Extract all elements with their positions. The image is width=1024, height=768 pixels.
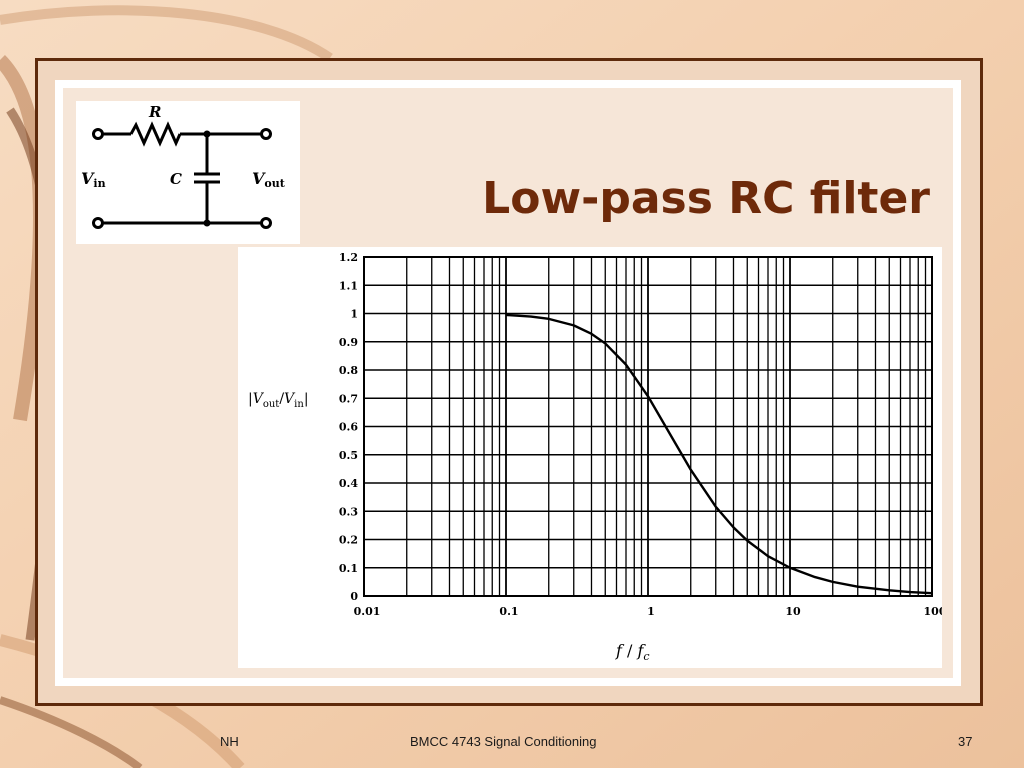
output-terminal-bottom <box>260 217 272 229</box>
y-tick-label: 0.8 <box>339 364 358 377</box>
resistor-label: R <box>148 103 161 121</box>
x-tick-label: 0.01 <box>354 605 381 618</box>
y-tick-label: 0.7 <box>339 392 358 405</box>
chart-series <box>505 313 933 595</box>
y-tick-label: 0.4 <box>339 477 358 490</box>
capacitor-label: C <box>170 170 182 188</box>
y-tick-label: 0.5 <box>339 449 358 462</box>
x-tick-labels: 0.01 0.1 1 10 100 <box>354 605 942 618</box>
slide-title: Low-pass RC filter <box>482 173 930 224</box>
magnitude-response-curve <box>505 313 933 595</box>
footer-course: BMCC 4743 Signal Conditioning <box>410 734 597 749</box>
y-tick-label: 0.3 <box>339 505 358 518</box>
x-tick-label: 0.1 <box>499 605 518 618</box>
rc-circuit-diagram: R C Vin Vout <box>76 101 300 244</box>
y-tick-label: 0.2 <box>339 534 358 547</box>
plot-border <box>363 256 933 597</box>
frequency-response-chart: 0 0.1 0.2 0.3 0.4 0.5 0.6 0.7 0.8 0.9 1 1.1 1.2 0.01… <box>238 247 942 668</box>
y-axis-label: |Vout/Vin| <box>248 391 309 410</box>
input-terminal-top <box>92 128 104 140</box>
y-tick-label: 0.9 <box>339 336 358 349</box>
x-tick-label: 100 <box>924 605 942 618</box>
chart-grid <box>363 256 932 597</box>
input-terminal-bottom <box>92 217 104 229</box>
y-tick-label: 1.1 <box>339 279 358 292</box>
x-tick-label: 1 <box>647 605 655 618</box>
y-tick-label: 1 <box>350 308 358 321</box>
junction-dot-top <box>203 130 211 138</box>
y-tick-labels: 0 0.1 0.2 0.3 0.4 0.5 0.6 0.7 0.8 0.9 1 1.1 1.2 <box>339 251 358 603</box>
vout-label: Vout <box>252 169 286 190</box>
x-axis-label: f / fc <box>615 641 650 663</box>
x-tick-label: 10 <box>785 605 801 618</box>
output-terminal-top <box>260 128 272 140</box>
y-tick-label: 1.2 <box>339 251 358 264</box>
footer-author: NH <box>220 734 239 749</box>
y-tick-label: 0.1 <box>339 562 358 575</box>
resistor-symbol <box>129 121 182 147</box>
vin-label: Vin <box>81 169 106 190</box>
junction-dot-bottom <box>203 219 211 227</box>
y-tick-label: 0 <box>350 590 358 603</box>
slide-number: 37 <box>958 734 973 749</box>
y-tick-label: 0.6 <box>339 421 358 434</box>
